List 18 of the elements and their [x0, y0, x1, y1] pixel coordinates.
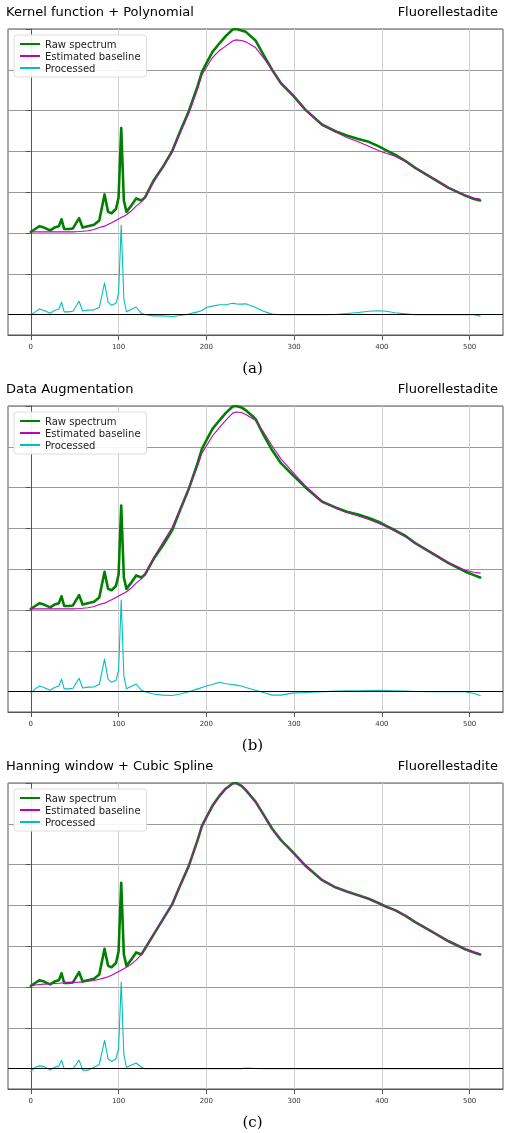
legend-label: Raw spectrum	[45, 38, 117, 50]
legend-label: Estimated baseline	[45, 50, 141, 62]
text: (c)	[242, 1112, 263, 1131]
chart-subtitle: Fluorellestadite	[397, 758, 498, 773]
legend-label: Estimated baseline	[45, 804, 141, 816]
legend-label: Processed	[45, 62, 96, 74]
text: (b)	[241, 735, 264, 754]
legend-label: Raw spectrum	[45, 792, 117, 804]
legend-label: Estimated baseline	[45, 427, 141, 439]
chart-title: Hanning window + Cubic Spline	[6, 758, 214, 773]
chart-subtitle: Fluorellestadite	[397, 4, 498, 19]
legend-label: Processed	[45, 439, 96, 451]
text: (a)	[242, 358, 263, 377]
chart-title: Kernel function + Polynomial	[6, 4, 194, 19]
legend-label: Raw spectrum	[45, 415, 117, 427]
chart-subtitle: Fluorellestadite	[397, 381, 498, 396]
legend-label: Processed	[45, 816, 96, 828]
chart-title: Data Augmentation	[6, 381, 134, 396]
